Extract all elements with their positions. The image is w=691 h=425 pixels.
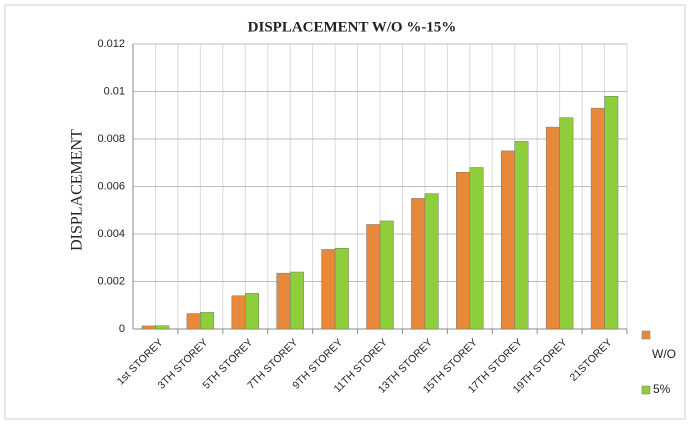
bar	[501, 150, 515, 330]
bar	[155, 325, 170, 330]
bar	[469, 167, 484, 330]
bar	[545, 126, 560, 330]
bar	[141, 325, 156, 330]
legend-swatch	[641, 385, 651, 395]
bar	[411, 198, 426, 330]
bar	[559, 117, 574, 330]
bar	[334, 248, 349, 330]
legend-label: W/O	[652, 347, 676, 361]
bar	[604, 96, 619, 330]
bar	[379, 220, 394, 330]
bar	[276, 272, 291, 330]
y-tick-label: 0.008	[97, 133, 125, 145]
bar	[456, 172, 471, 330]
bar	[231, 295, 246, 330]
y-tick-label: 0.002	[97, 275, 125, 287]
chart-frame	[4, 4, 686, 420]
chart-title: DISPLACEMENT W/O %-15%	[248, 19, 457, 35]
y-tick-label: 0.006	[97, 180, 125, 192]
bar	[366, 224, 381, 330]
y-tick-label: 0.01	[104, 85, 125, 97]
bar	[514, 141, 529, 330]
bar	[424, 193, 439, 330]
y-axis-label: DISPLACEMENT	[69, 129, 86, 251]
bar	[186, 313, 201, 330]
legend-swatch	[641, 330, 651, 340]
y-tick-label: 0.012	[97, 38, 125, 50]
bar	[289, 271, 304, 330]
y-tick-label: 0	[119, 323, 125, 335]
y-tick-label: 0.004	[97, 228, 125, 240]
bar	[590, 107, 605, 330]
bar	[245, 293, 259, 330]
bar	[321, 249, 336, 330]
legend-label: 5%	[653, 382, 671, 396]
bar	[200, 312, 215, 330]
